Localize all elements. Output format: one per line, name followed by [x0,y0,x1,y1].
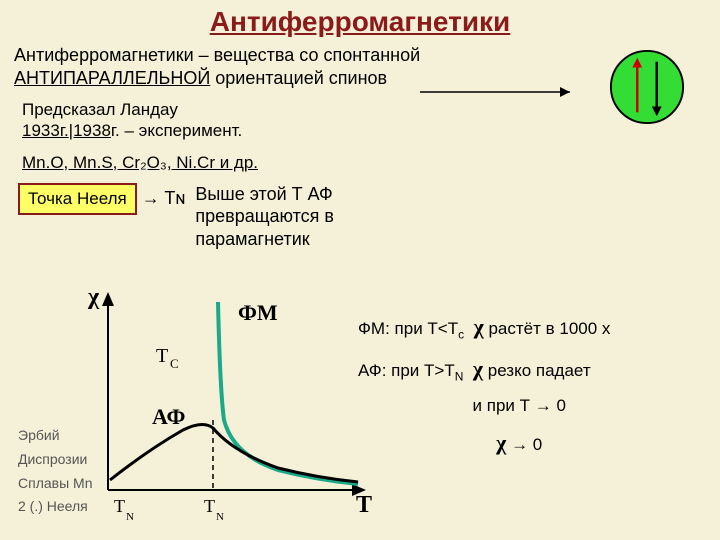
fm-label: ФМ [238,300,278,325]
note-af: АФ: при T>TN χ резко падает [358,348,610,390]
axis-y-label: χ [87,284,100,310]
ex-1: Эрбий [18,424,92,448]
hist-l1: Предсказал Ландау [22,100,178,119]
note-chi-zero: χ → 0 [358,422,610,464]
compounds-line: Mn.O, Mn.S, Cr₂O₃, Ni.Cr и др. [0,152,720,173]
right-notes: ФМ: при T<Tc χ растёт в 1000 x АФ: при T… [358,306,610,464]
neel-tn: → Tɴ [137,188,186,208]
hist-y1: 1933г. [22,121,69,140]
def-line1: Антиферромагнетики – вещества со спонтан… [14,45,420,65]
neel-point-box: Точка Нееля [18,183,137,215]
hist-y2: |1938 [69,121,111,140]
af-curve [110,424,358,482]
af-label: АФ [152,404,186,429]
axis-x-label: T [356,492,372,518]
examples-list: Эрбий Диспрозии Сплавы Mn 2 (.) Нееля [18,424,92,519]
note-limit: и при Т → 0 [358,390,610,422]
hist-y3: г. – эксперимент. [111,121,242,140]
page-title: Антиферромагнетики [0,0,720,38]
chi-icon-2: χ [473,356,483,381]
tn1-t: T [114,496,125,516]
chi-icon-3: χ [496,430,506,455]
ex-3: Сплавы Mn [18,472,92,496]
neel-desc: Выше этой Т АФ превращаются в парамагнет… [195,183,334,251]
ex-2: Диспрозии [18,448,92,472]
spin-diagram [608,48,686,126]
ex-4: 2 (.) Нееля [18,495,92,519]
tn2-t: T [204,496,215,516]
tc-sub: C [170,356,179,371]
neel-d3: парамагнетик [195,229,309,249]
tn2-n: N [216,511,224,523]
neel-d1: Выше этой Т АФ [195,184,332,204]
fm-curve [218,302,358,484]
compounds: Mn.O, Mn.S, Cr₂O₃, Ni.Cr и др. [22,153,258,172]
chi-icon: χ [474,314,484,339]
neel-row: Точка Нееля → Tɴ Выше этой Т АФ превраща… [0,183,720,251]
pointer-arrow [160,82,580,102]
tn1-n: N [126,511,134,523]
note-fm: ФМ: при T<Tc χ растёт в 1000 x [358,306,610,348]
tc-label: T [156,345,168,367]
neel-d2: превращаются в [195,206,334,226]
